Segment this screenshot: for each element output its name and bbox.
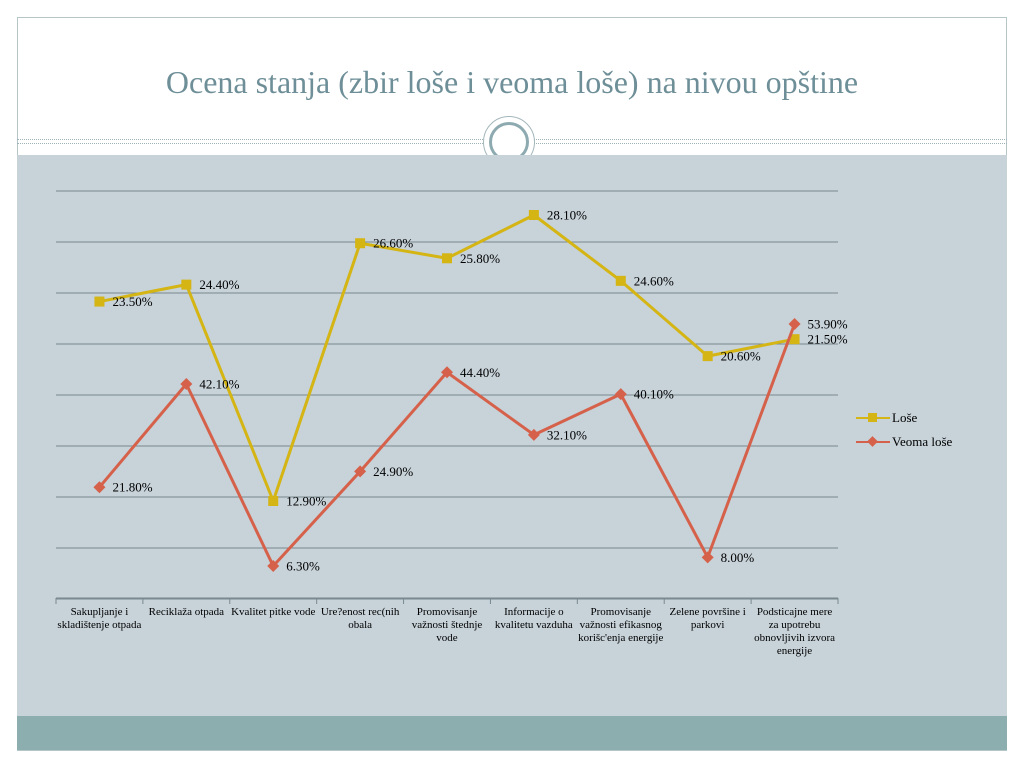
data-label: 44.40%: [460, 365, 500, 380]
data-label: 21.50%: [808, 332, 848, 347]
data-point-marker: [702, 551, 714, 563]
data-label: 24.90%: [373, 464, 413, 479]
data-point-marker: [703, 351, 713, 361]
legend-marker-lose: [856, 413, 890, 423]
category-label: Reciklaža otpada: [143, 606, 229, 619]
series-line-1: [99, 324, 794, 566]
legend-item-lose: Loše: [856, 406, 952, 430]
data-point-marker: [615, 388, 627, 400]
category-label: Promovisanje važnosti štednje vode: [404, 606, 490, 645]
data-label: 24.60%: [634, 273, 674, 288]
data-point-marker: [789, 318, 801, 330]
legend-label-veoma-lose: Veoma loše: [892, 434, 952, 450]
data-label: 53.90%: [808, 317, 848, 332]
category-label: Ure?enost rec(nih obala: [317, 606, 403, 632]
data-point-marker: [355, 238, 365, 248]
data-point-marker: [442, 253, 452, 263]
legend-marker-veoma-lose: [856, 437, 890, 447]
data-label: 25.80%: [460, 251, 500, 266]
data-label: 21.80%: [112, 480, 152, 495]
data-label: 28.10%: [547, 208, 587, 223]
category-label: Zelene površine i parkovi: [665, 606, 751, 632]
data-label: 40.10%: [634, 387, 674, 402]
data-label: 32.10%: [547, 427, 587, 442]
data-point-marker: [616, 276, 626, 286]
data-label: 24.40%: [199, 277, 239, 292]
legend-item-veoma-lose: Veoma loše: [856, 430, 952, 454]
data-point-marker: [268, 496, 278, 506]
chart-legend: Loše Veoma loše: [856, 406, 952, 454]
data-label: 26.60%: [373, 236, 413, 251]
data-label: 12.90%: [286, 494, 326, 509]
category-label: Kvalitet pitke vode: [230, 606, 316, 619]
data-point-marker: [529, 210, 539, 220]
data-label: 6.30%: [286, 559, 320, 574]
category-label: Sakupljanje i skladištenje otpada: [56, 606, 142, 632]
data-label: 8.00%: [721, 550, 755, 565]
data-point-marker: [94, 297, 104, 307]
legend-label-lose: Loše: [892, 410, 917, 426]
category-label: Podsticajne mere za upotrebu obnovljivih…: [752, 606, 838, 658]
data-label: 42.10%: [199, 376, 239, 391]
data-label: 20.60%: [721, 349, 761, 364]
data-point-marker: [181, 280, 191, 290]
category-label: Promovisanje važnosti efikasnog korišc'e…: [578, 606, 664, 645]
data-label: 23.50%: [112, 294, 152, 309]
category-label: Informacije o kvalitetu vazduha: [491, 606, 577, 632]
